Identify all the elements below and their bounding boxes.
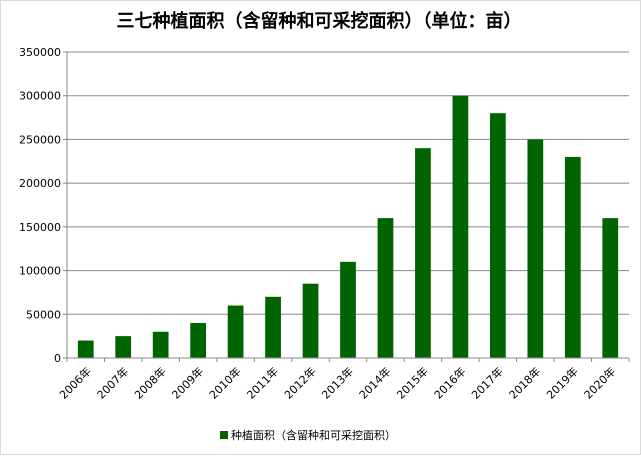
bar: [152, 331, 169, 358]
bar: [340, 261, 356, 358]
chart-title: 三七种植面积（含留种和可采挖面积）（单位：亩）: [117, 10, 522, 32]
x-tick-label: 2007年: [94, 364, 131, 401]
bar: [564, 156, 581, 358]
y-tick-label: 0: [54, 352, 61, 365]
bar: [602, 218, 619, 358]
y-tick-label: 250000: [19, 133, 61, 146]
x-tick-label: 2018年: [506, 364, 543, 401]
x-axis-tick-labels: 2006年 2007年 2008年 2009年 2010年 2011年 2012年 2013年…: [56, 364, 618, 401]
axes: [63, 51, 630, 362]
bar: [415, 148, 431, 358]
bars: [77, 95, 619, 358]
x-tick-label: 2009年: [169, 364, 206, 401]
x-tick-label: 2020年: [581, 364, 618, 401]
legend: 种植面积（含留种和可采挖面积）: [220, 428, 396, 442]
y-tick-label: 200000: [19, 177, 61, 190]
gridlines: [67, 51, 629, 315]
bar: [452, 95, 469, 358]
x-tick-label: 2008年: [131, 364, 168, 401]
x-tick-label: 2012年: [281, 364, 318, 401]
bar: [302, 283, 319, 358]
x-tick-label: 2013年: [319, 364, 356, 401]
bar: [527, 139, 544, 358]
bar: [377, 218, 394, 358]
x-tick-label: 2016年: [431, 364, 468, 401]
y-tick-label: 300000: [19, 90, 61, 103]
x-tick-label: 2006年: [56, 364, 93, 401]
x-tick-label: 2010年: [206, 364, 243, 401]
x-tick-label: 2015年: [394, 364, 431, 401]
x-tick-label: 2017年: [469, 364, 506, 401]
y-tick-label: 100000: [19, 265, 61, 278]
bar: [115, 336, 132, 358]
y-tick-label: 350000: [19, 46, 61, 59]
bar: [227, 305, 244, 358]
bar: [489, 113, 506, 358]
bar: [265, 296, 281, 358]
y-tick-label: 50000: [26, 308, 61, 321]
x-tick-label: 2019年: [543, 364, 580, 401]
bar: [77, 340, 94, 358]
y-axis-tick-labels: 0 50000 100000 150000 200000 250000 300000 3500…: [19, 46, 61, 365]
x-tick-label: 2014年: [356, 364, 393, 401]
legend-swatch: [220, 431, 228, 439]
bar: [190, 323, 207, 358]
x-tick-label: 2011年: [244, 364, 281, 401]
legend-label: 种植面积（含留种和可采挖面积）: [231, 428, 396, 442]
y-tick-label: 150000: [19, 221, 61, 234]
